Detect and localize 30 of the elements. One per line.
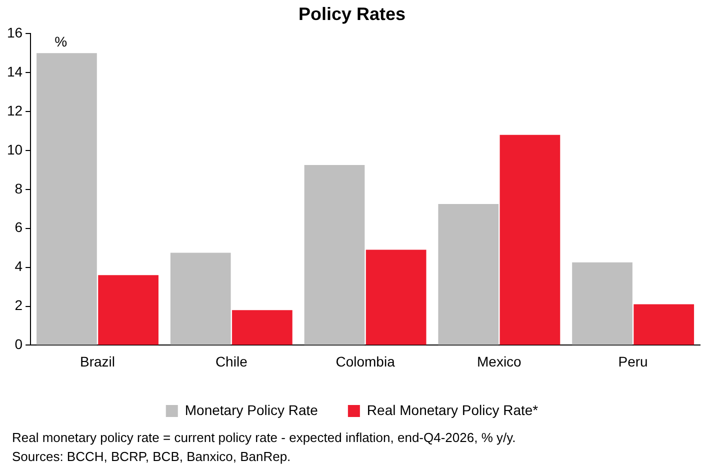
legend-label: Real Monetary Policy Rate* [366, 402, 539, 418]
x-tick-label: Colombia [336, 353, 396, 370]
x-tick-label: Chile [215, 353, 248, 370]
chart-title: Policy Rates [298, 4, 406, 24]
x-tick-label: Peru [618, 353, 648, 370]
y-tick-label: 8 [14, 180, 23, 196]
y-tick-label: 12 [6, 102, 23, 118]
y-tick-label: 6 [14, 219, 23, 236]
y-tick-label: 4 [14, 258, 23, 274]
bar [366, 250, 426, 345]
bar [438, 204, 499, 345]
y-axis-title: % [54, 33, 68, 50]
y-tick-label: 0 [14, 336, 23, 352]
bar [304, 165, 365, 345]
bar [232, 310, 292, 345]
bar [634, 304, 694, 345]
bar [36, 53, 97, 345]
bar [500, 134, 560, 345]
source-note: Sources: BCCH, BCRP, BCB, Banxico, BanRep. [12, 448, 292, 466]
y-tick-label: 2 [14, 297, 23, 314]
text: Real monetary policy rate = current policy rate - expected inflation, end-Q4-2026, % y/y. [12, 429, 517, 447]
x-tick-label: Mexico [476, 353, 522, 370]
bar [98, 275, 158, 345]
y-tick-label: 14 [6, 63, 23, 80]
x-tick-label: Brazil [80, 353, 116, 370]
bar [170, 252, 231, 345]
bar [572, 262, 632, 345]
y-tick-label: 10 [6, 141, 23, 158]
y-tick-label: 16 [6, 24, 23, 40]
legend-label: Monetary Policy Rate [184, 402, 318, 418]
